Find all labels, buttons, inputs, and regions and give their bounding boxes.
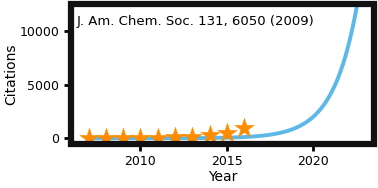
Text: J. Am. Chem. Soc. 131, 6050 (2009): J. Am. Chem. Soc. 131, 6050 (2009) [76,15,314,28]
Point [120,136,126,139]
Point [155,136,161,139]
Point [189,135,195,138]
Point [103,136,109,139]
Point [137,136,143,139]
Y-axis label: Citations: Citations [4,43,18,105]
Point [85,137,91,140]
Point [241,126,247,129]
Point [172,136,178,139]
Point [206,134,212,137]
X-axis label: Year: Year [208,170,237,184]
Point [224,131,230,134]
